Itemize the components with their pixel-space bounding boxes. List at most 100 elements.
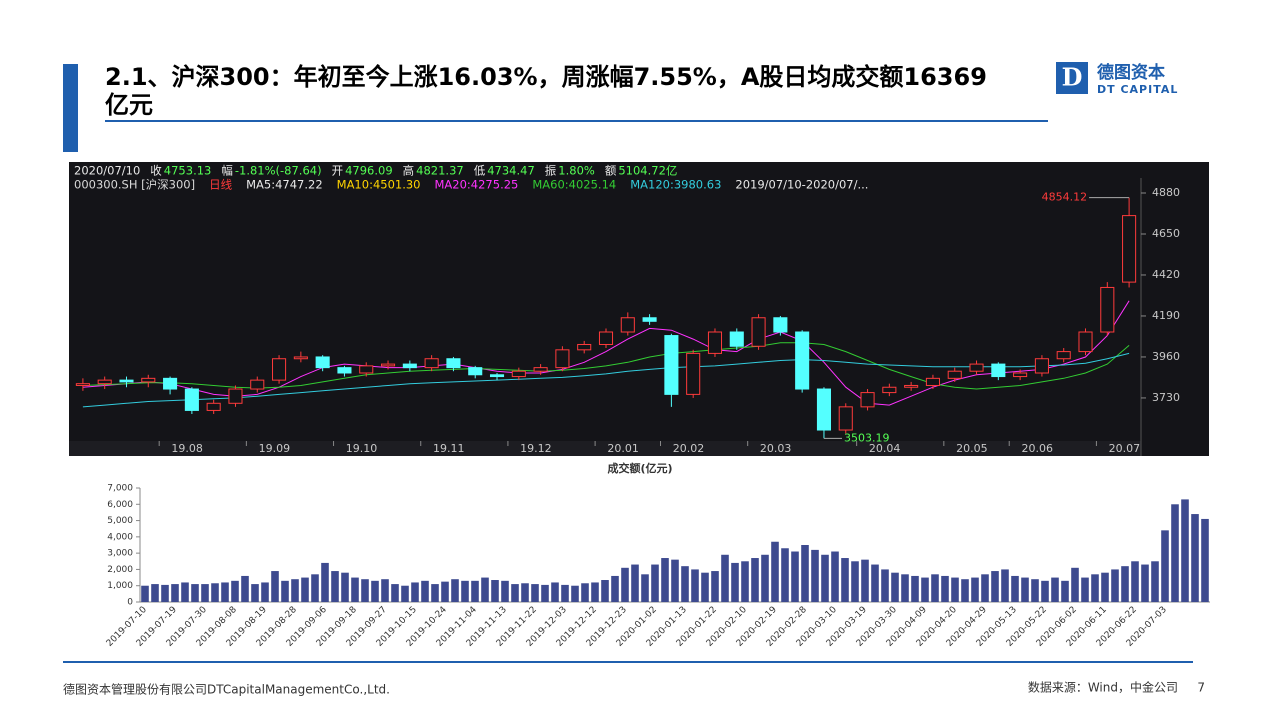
candle-body: [947, 370, 962, 379]
quote-key: 振: [545, 164, 557, 178]
bar: [761, 554, 769, 602]
bar: [871, 564, 879, 602]
bar: [231, 580, 239, 602]
candle-body: [686, 352, 701, 395]
bar: [1011, 575, 1019, 602]
candle-body: [816, 388, 831, 431]
y-tick-label: 4650: [1152, 227, 1180, 240]
bar: [1041, 580, 1049, 602]
x-tick-label: 20.06: [1021, 442, 1053, 455]
bar: [211, 583, 219, 602]
candle-body: [838, 406, 853, 431]
candle-body: [991, 363, 1006, 378]
candle-body: [141, 377, 156, 383]
bar: [541, 584, 549, 602]
bar: [861, 559, 869, 602]
quote-key: 高: [403, 164, 415, 178]
bar: [581, 583, 589, 602]
y-tick-label: 3730: [1152, 391, 1180, 404]
indicator-label: 2019/07/10-2020/07/...: [735, 178, 868, 192]
bar: [531, 584, 539, 602]
candle-body: [795, 331, 810, 390]
bar: [961, 579, 969, 602]
bar: [1161, 530, 1169, 602]
candle-body: [729, 331, 744, 347]
y-tick-label: 3,000: [107, 549, 133, 559]
bar: [431, 584, 439, 602]
candle-body: [446, 358, 461, 369]
candle-body: [381, 363, 396, 367]
bar: [441, 581, 449, 602]
x-tick-label: 19.11: [433, 442, 465, 455]
candle-body: [925, 377, 940, 386]
quote-value: 4821.37: [416, 164, 464, 178]
x-tick-label: 20.02: [673, 442, 705, 455]
candle-body: [337, 367, 352, 374]
bar: [421, 580, 429, 602]
y-tick-label: 3960: [1152, 350, 1180, 363]
candle-body: [1122, 215, 1137, 283]
bar: [151, 584, 159, 602]
bar: [361, 579, 369, 602]
x-tick-label: 20.07: [1109, 442, 1141, 455]
bar: [661, 558, 669, 602]
kline-xaxis-band: [69, 441, 1141, 456]
y-tick-label: 4880: [1152, 186, 1180, 199]
bar: [271, 571, 279, 602]
bar: [241, 575, 249, 602]
chart-title: 成交额(亿元): [607, 461, 672, 475]
candle-body: [315, 356, 330, 369]
quote-value: -1.81%(-87.64): [235, 164, 322, 178]
bar: [141, 585, 149, 602]
candle-body: [1056, 351, 1071, 360]
candle-body: [272, 358, 287, 381]
quote-value: 4734.47: [487, 164, 535, 178]
low-label: 3503.19: [844, 431, 890, 444]
logo-mark: [1056, 62, 1088, 94]
bar: [921, 577, 929, 602]
x-tick-label: 20.05: [956, 442, 988, 455]
title-line-2: 亿元: [105, 91, 153, 119]
bar: [601, 580, 609, 602]
x-tick-label: 19.10: [346, 442, 378, 455]
bar: [1121, 566, 1129, 602]
bar: [161, 584, 169, 602]
bar: [1001, 569, 1009, 602]
indicator-label: 日线: [209, 178, 232, 192]
candle-body: [642, 317, 657, 322]
bar: [281, 580, 289, 602]
bar: [771, 541, 779, 602]
indicator-label: MA120:3980.63: [630, 178, 721, 192]
candle-body: [533, 367, 548, 372]
y-tick-label: 1,000: [107, 581, 133, 591]
bar: [201, 584, 209, 602]
bar: [631, 564, 639, 602]
indicator-label: MA5:4747.22: [246, 178, 323, 192]
quote-value: 4796.09: [345, 164, 393, 178]
y-tick-label: 4420: [1152, 268, 1180, 281]
bar: [301, 577, 309, 602]
bar: [311, 574, 319, 602]
page-number: 7: [1197, 681, 1205, 695]
bar: [901, 574, 909, 602]
quote-value: 4753.13: [164, 164, 212, 178]
bar: [221, 582, 229, 602]
bar: [291, 579, 299, 602]
bar: [521, 583, 529, 602]
y-tick-label: 6,000: [107, 500, 133, 510]
candle-body: [555, 349, 570, 369]
bar: [1091, 574, 1099, 602]
y-tick-label: 4190: [1152, 309, 1180, 322]
quote-date: 2020/07/10: [74, 164, 140, 178]
candle-body: [293, 356, 308, 360]
bar: [751, 558, 759, 602]
high-label: 4854.12: [1042, 191, 1088, 204]
candle-body: [860, 392, 875, 408]
bar: [391, 584, 399, 602]
candle-body: [969, 363, 984, 372]
bar: [491, 580, 499, 602]
bar: [1141, 564, 1149, 602]
y-tick-label: 4,000: [107, 532, 133, 542]
bar: [881, 569, 889, 602]
